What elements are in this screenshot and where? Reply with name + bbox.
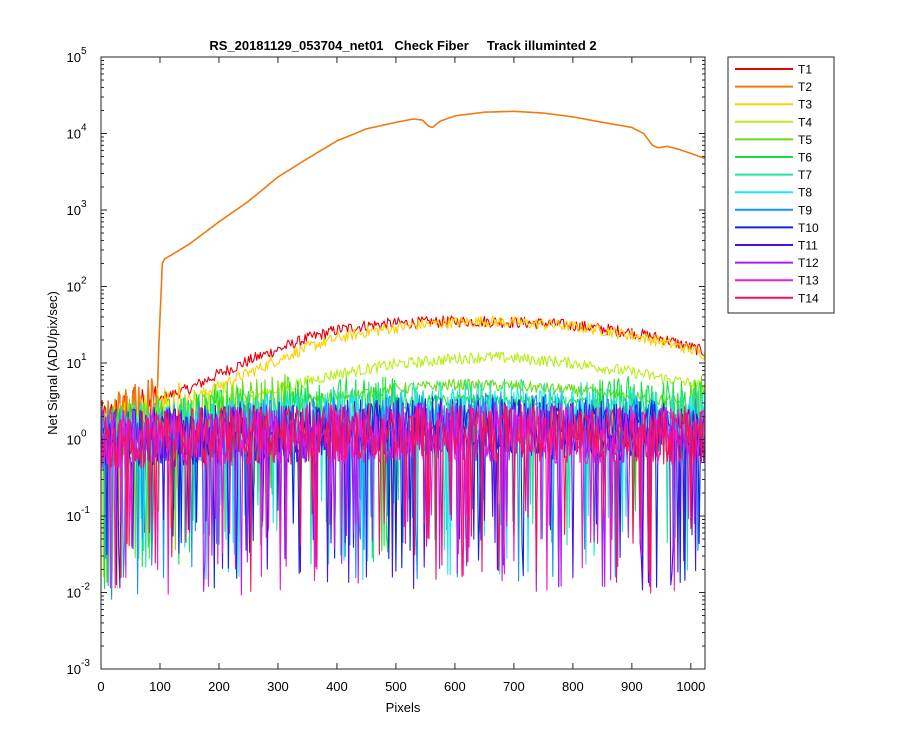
y-tick-label: 10 <box>67 280 81 295</box>
y-tick-label: 10 <box>67 203 81 218</box>
y-tick-label: 10 <box>67 509 81 524</box>
y-axis-label: Net Signal (ADU/pix/sec) <box>45 291 60 435</box>
x-tick-label: 800 <box>562 679 584 694</box>
series-layer <box>101 110 705 600</box>
y-tick-exponent: 2 <box>81 276 87 287</box>
y-tick-base: 10 <box>67 586 81 601</box>
legend-label: T11 <box>798 239 818 253</box>
y-tick-base: 10 <box>67 356 81 371</box>
x-tick-label: 100 <box>149 679 171 694</box>
x-tick-label: 900 <box>621 679 643 694</box>
y-tick-label: 10 <box>67 127 81 142</box>
y-tick-base: 10 <box>67 203 81 218</box>
legend-label: T4 <box>798 115 812 129</box>
y-tick-exponent: 1 <box>81 352 87 363</box>
y-tick-exponent: 3 <box>81 199 87 210</box>
y-tick-base: 10 <box>67 662 81 677</box>
x-axis-label: Pixels <box>386 700 421 715</box>
x-tick-label: 0 <box>97 679 104 694</box>
x-tick-label: 300 <box>267 679 289 694</box>
y-tick-label: 10 <box>67 356 81 371</box>
legend-label: T10 <box>798 221 819 235</box>
legend-label: T12 <box>798 256 819 270</box>
y-tick-exponent: 0 <box>81 429 87 440</box>
y-tick-exponent: -3 <box>81 658 90 669</box>
x-tick-label: 600 <box>444 679 466 694</box>
series-line-t3 <box>101 315 705 589</box>
series-line-t2 <box>101 110 705 579</box>
y-tick-base: 10 <box>67 433 81 448</box>
y-tick-label: 10 <box>67 662 81 677</box>
x-tick-label: 1000 <box>676 679 705 694</box>
legend-label: T1 <box>798 63 812 77</box>
series-line-t14 <box>101 403 705 594</box>
x-tick-label: 500 <box>385 679 407 694</box>
x-tick-label: 400 <box>326 679 348 694</box>
y-tick-label: 10 <box>67 586 81 601</box>
legend: T1 T2 T3 T4 T5 T6 T7 T8 T9 T10 T11 T12 T13 T14 <box>727 56 835 314</box>
plot-area <box>101 57 705 669</box>
y-tick-exponent: -2 <box>81 582 90 593</box>
legend-label: T7 <box>798 168 812 182</box>
legend-label: T3 <box>798 98 812 112</box>
y-tick-label: 10 <box>67 433 81 448</box>
y-tick-exponent: -1 <box>81 505 90 516</box>
y-tick-base: 10 <box>67 509 81 524</box>
x-axis: 0 100 200 300 400 500 600 700 800 900 1000 <box>97 57 705 694</box>
legend-box <box>727 56 835 314</box>
legend-label: T2 <box>798 80 812 94</box>
x-tick-label: 200 <box>208 679 230 694</box>
series-line-t1 <box>101 315 705 537</box>
legend-label: T8 <box>798 186 812 200</box>
y-tick-exponent: 5 <box>81 46 87 57</box>
y-tick-base: 10 <box>67 127 81 142</box>
legend-label: T14 <box>798 291 819 305</box>
y-tick-label: 10 <box>67 50 81 65</box>
legend-label: T13 <box>798 274 819 288</box>
legend-label: T6 <box>798 151 812 165</box>
y-tick-base: 10 <box>67 280 81 295</box>
legend-label: T5 <box>798 133 812 147</box>
y-tick-base: 10 <box>67 50 81 65</box>
y-tick-exponent: 4 <box>81 123 87 134</box>
x-tick-label: 700 <box>503 679 525 694</box>
legend-label: T9 <box>798 203 812 217</box>
chart-title: RS_20181129_053704_net01 Check Fiber Tra… <box>209 38 596 53</box>
